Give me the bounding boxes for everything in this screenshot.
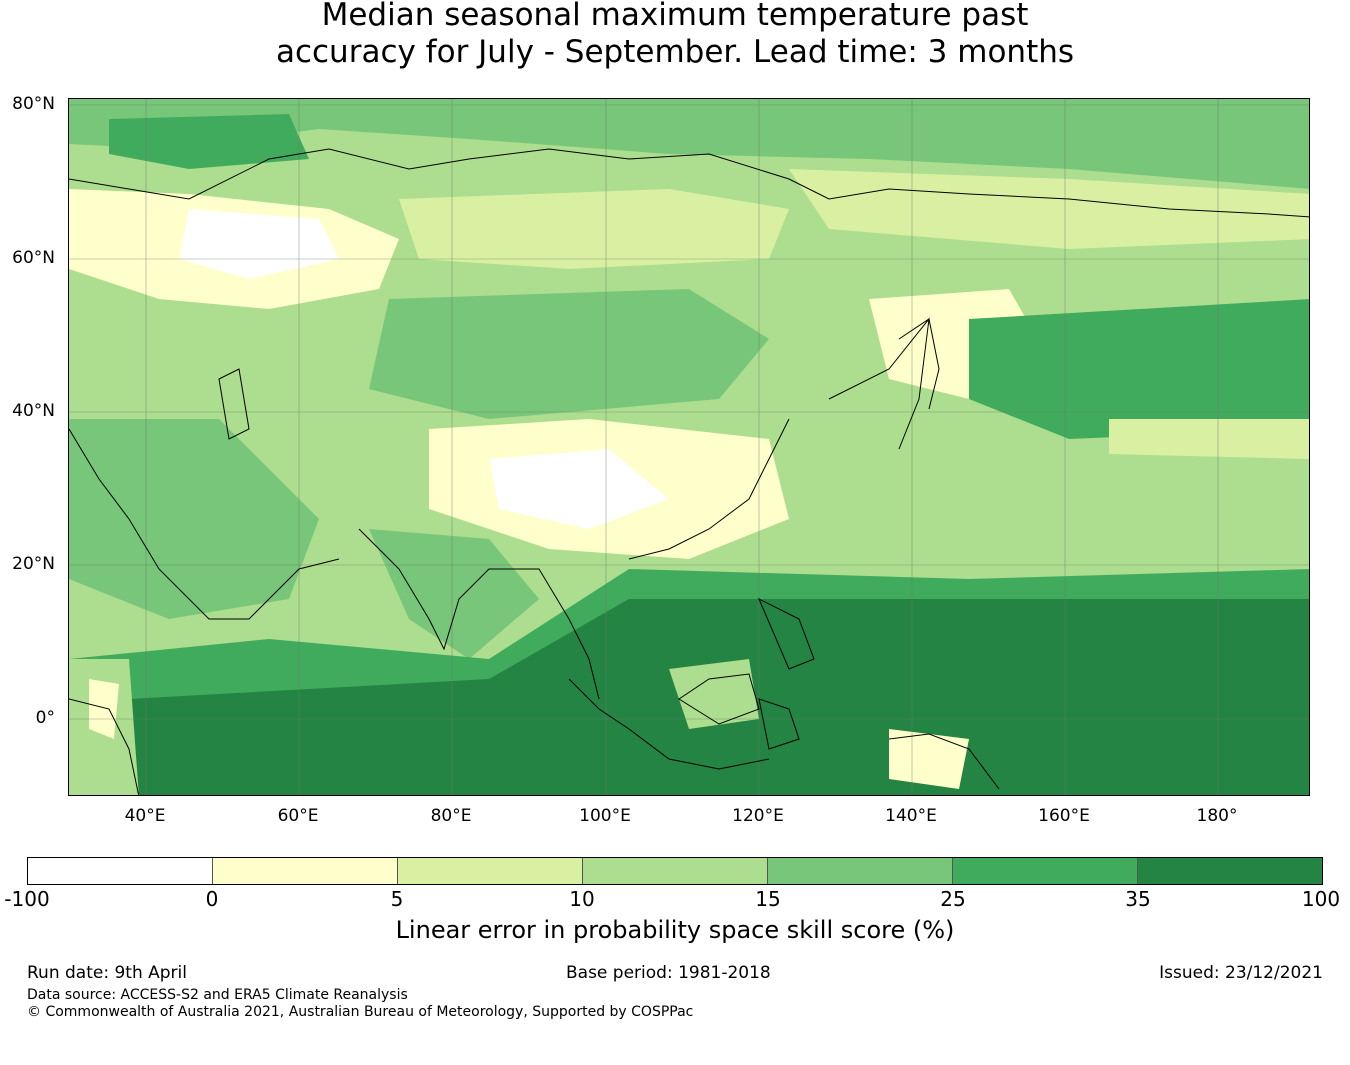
lon-label-180: 180° [1196,806,1238,826]
lon-label-120e: 120°E [732,806,784,826]
lat-label-60n: 60°N [12,248,55,268]
lon-label-40e: 40°E [124,806,166,826]
skill-score-map [68,98,1310,796]
skill-region-barents [109,114,309,169]
skill-region-siberia [399,189,789,269]
copyright: © Commonwealth of Australia 2021, Austra… [27,1004,694,1020]
lon-label-60e: 60°E [277,806,319,826]
colorbar-tick: -100 [4,887,50,911]
lon-label-140e: 140°E [885,806,937,826]
lat-label-40n: 40°N [12,401,55,421]
lon-label-80e: 80°E [430,806,472,826]
skill-region-north-pacific [969,299,1309,439]
colorbar-segment-6 [953,858,1138,884]
coastlines [69,148,1309,795]
skill-region-india [369,529,539,659]
chart-title-line-2: accuracy for July - September. Lead time… [275,34,1075,70]
colorbar-tick: 10 [569,887,595,911]
colorbar-tick: 5 [390,887,404,911]
skill-region-middle-east [69,419,319,619]
colorbar-segment-4 [583,858,768,884]
colorbar-tick: 25 [940,887,966,911]
skill-region-tibet-core [489,449,669,529]
lat-label-0: 0° [35,708,55,728]
lon-label-160e: 160°E [1038,806,1090,826]
data-source: Data source: ACCESS-S2 and ERA5 Climate … [27,987,408,1003]
lon-label-100e: 100°E [579,806,631,826]
lat-label-20n: 20°N [12,554,55,574]
colorbar-label: Linear error in probability space skill … [395,916,955,944]
skill-region-borneo [669,659,759,729]
colorbar-segment-3 [398,858,583,884]
colorbar-segment-1 [28,858,213,884]
skill-region-arctic [69,99,1309,189]
skill-region-central-asia [369,289,769,419]
chart-title-line-1: Median seasonal maximum temperature past [321,0,1029,33]
run-date: Run date: 9th April [27,963,187,983]
map-canvas [69,99,1309,795]
skill-region-east-siberia [789,169,1309,249]
colorbar [27,857,1323,885]
colorbar-tick: 0 [205,887,219,911]
colorbar-tick: 35 [1125,887,1151,911]
skill-region-new-guinea [889,729,969,789]
colorbar-segment-5 [768,858,953,884]
base-period: Base period: 1981-2018 [566,963,771,983]
colorbar-tick: 15 [755,887,781,911]
colorbar-segment-2 [213,858,398,884]
skill-region-pacific-band [1109,419,1309,459]
colorbar-tick: 100 [1301,887,1341,911]
colorbar-segment-7 [1138,858,1322,884]
map-graticule [69,99,1309,795]
lat-label-80n: 80°N [12,94,55,114]
skill-region-horn-of-africa [89,679,119,739]
issued-date: Issued: 23/12/2021 [1159,963,1323,983]
